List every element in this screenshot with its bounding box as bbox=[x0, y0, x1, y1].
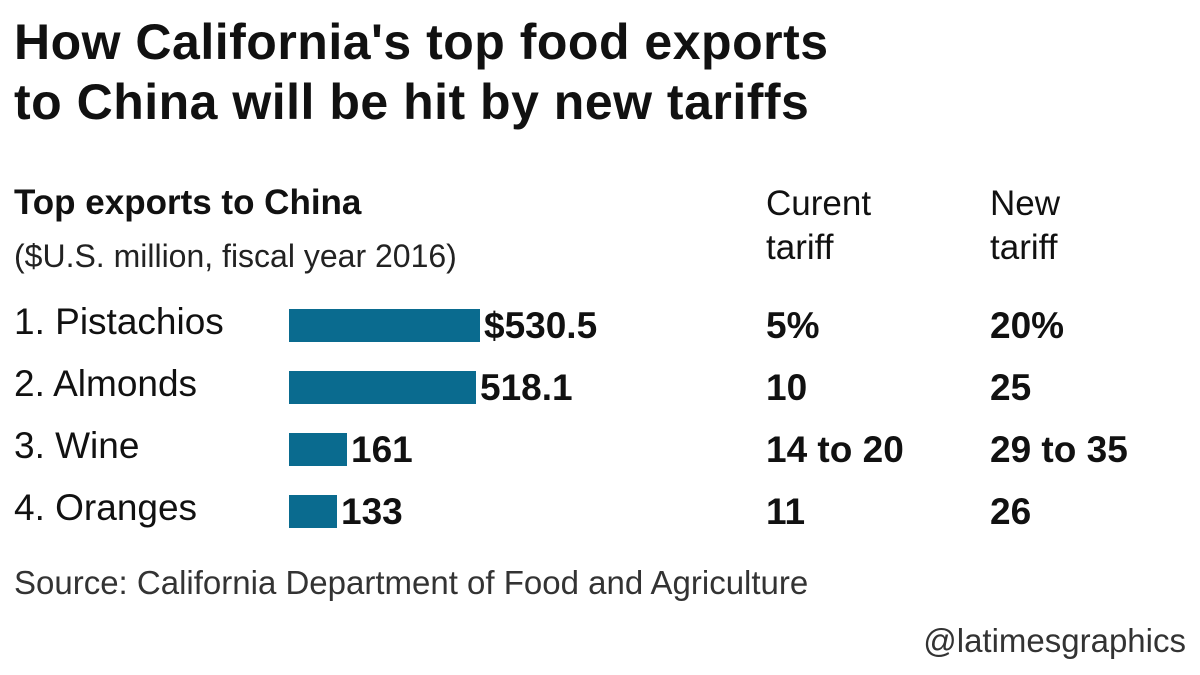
current-tariff-header-line-2: tariff bbox=[766, 228, 834, 267]
row-label: 4. Oranges bbox=[14, 487, 198, 528]
row-label: 3. Wine bbox=[14, 425, 140, 466]
new-tariff-header-line-1: New bbox=[990, 184, 1061, 223]
row-label: 2. Almonds bbox=[14, 363, 198, 404]
bar bbox=[289, 433, 347, 466]
current-tariff-header: Curent tariff bbox=[766, 182, 986, 270]
title-line-2: to China will be hit by new tariffs bbox=[14, 74, 810, 130]
bar-value-label: 133 bbox=[341, 491, 403, 532]
chart-title: How California's top food exports to Chi… bbox=[14, 12, 1014, 132]
new-tariff-header-line-2: tariff bbox=[990, 228, 1058, 267]
current-tariff-value: 14 to 20 bbox=[766, 429, 904, 470]
current-tariff-value: 5% bbox=[766, 305, 820, 346]
new-tariff-value: 20% bbox=[990, 305, 1065, 346]
chart-subtitle: Top exports to China bbox=[14, 183, 362, 222]
new-tariff-value: 26 bbox=[990, 491, 1032, 532]
bar bbox=[289, 495, 337, 528]
title-line-1: How California's top food exports bbox=[14, 14, 829, 70]
bar bbox=[289, 371, 476, 404]
new-tariff-value: 29 to 35 bbox=[990, 429, 1128, 470]
bar bbox=[289, 309, 480, 342]
current-tariff-value: 10 bbox=[766, 367, 808, 408]
credit-handle: @latimesgraphics bbox=[923, 622, 1186, 659]
unit-note: ($U.S. million, fiscal year 2016) bbox=[14, 238, 457, 274]
current-tariff-header-line-1: Curent bbox=[766, 184, 872, 223]
bar-value-label: $530.5 bbox=[484, 305, 598, 346]
new-tariff-header: New tariff bbox=[990, 182, 1200, 270]
bar-value-label: 518.1 bbox=[480, 367, 573, 408]
source-note: Source: California Department of Food an… bbox=[14, 564, 809, 601]
current-tariff-value: 11 bbox=[766, 491, 806, 532]
row-label: 1. Pistachios bbox=[14, 301, 224, 342]
new-tariff-value: 25 bbox=[990, 367, 1032, 408]
bar-value-label: 161 bbox=[351, 429, 413, 470]
